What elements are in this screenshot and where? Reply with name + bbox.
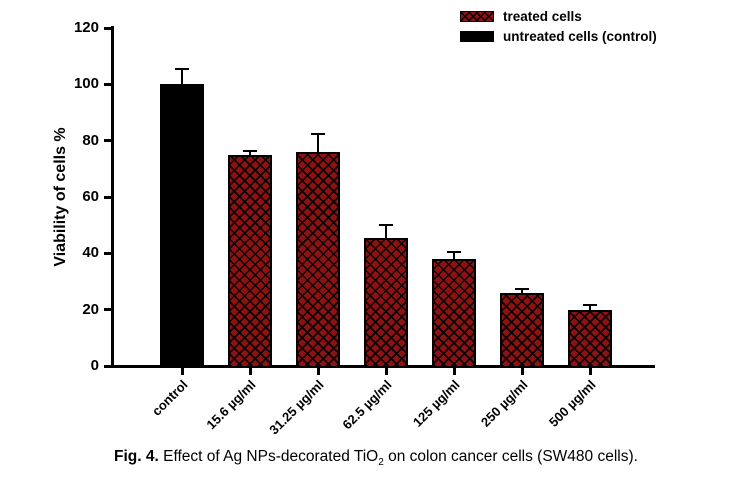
x-tick [521, 368, 524, 375]
y-tick-label: 100 [73, 75, 99, 93]
y-axis-line [111, 26, 114, 368]
bar-500-g-ml [568, 309, 612, 368]
error-bar-stem [521, 288, 523, 295]
bar-250-g-ml [500, 292, 544, 368]
y-tick [104, 364, 112, 368]
error-bar-stem [589, 305, 591, 312]
x-tick [385, 368, 388, 375]
y-tick-label: 80 [82, 131, 99, 149]
caption-text-post: on colon cancer cells (SW480 cells). [383, 448, 638, 465]
error-bar-cap [515, 287, 529, 290]
error-bar-cap [583, 304, 597, 307]
y-tick [104, 251, 112, 255]
legend-item-untreated: untreated cells (control) [460, 29, 657, 44]
error-bar-cap [447, 250, 461, 253]
legend-label-treated: treated cells [503, 9, 582, 24]
y-tick [104, 82, 112, 86]
x-tick [453, 368, 456, 375]
y-tick [104, 26, 112, 30]
x-tick [589, 368, 592, 375]
bar-62.5-g-ml [364, 237, 408, 368]
treated-cells-swatch [460, 11, 494, 22]
error-bar-cap [311, 132, 325, 135]
error-bar-stem [385, 225, 387, 240]
caption-text-pre: Effect of Ag NPs-decorated TiO [158, 448, 379, 465]
y-tick-label: 20 [82, 300, 99, 318]
x-tick [181, 368, 184, 375]
y-tick-label: 40 [82, 244, 99, 262]
bar-125-g-ml [432, 258, 476, 368]
error-bar-cap [175, 67, 189, 70]
error-bar-stem [249, 150, 251, 157]
y-tick [104, 195, 112, 199]
bar-31.25-g-ml [296, 151, 340, 368]
y-tick-label: 60 [82, 188, 99, 205]
bar-chart: Viability of cells % treated cells untre… [52, 9, 657, 437]
y-tick [104, 139, 112, 143]
figure-caption: Fig. 4. Effect of Ag NPs-decorated TiO2 … [0, 447, 752, 469]
error-bar-stem [453, 251, 455, 261]
bar-control [160, 84, 204, 368]
figure-number-label: Fig. 4. [114, 448, 159, 465]
x-tick [317, 368, 320, 375]
error-bar-stem [317, 133, 319, 154]
x-tick [249, 368, 252, 375]
error-bar-stem [181, 68, 183, 87]
chart-legend: treated cells untreated cells (control) [460, 9, 657, 49]
y-tick-label: 0 [90, 357, 99, 374]
caption-subscript: 2 [378, 457, 384, 469]
y-tick [104, 308, 112, 312]
legend-label-untreated: untreated cells (control) [503, 29, 657, 44]
error-bar-cap [379, 224, 393, 227]
legend-item-treated: treated cells [460, 9, 657, 24]
error-bar-cap [243, 149, 257, 152]
bar-15.6-g-ml [228, 154, 272, 368]
untreated-cells-swatch [460, 31, 494, 42]
y-tick-label: 120 [73, 19, 99, 36]
